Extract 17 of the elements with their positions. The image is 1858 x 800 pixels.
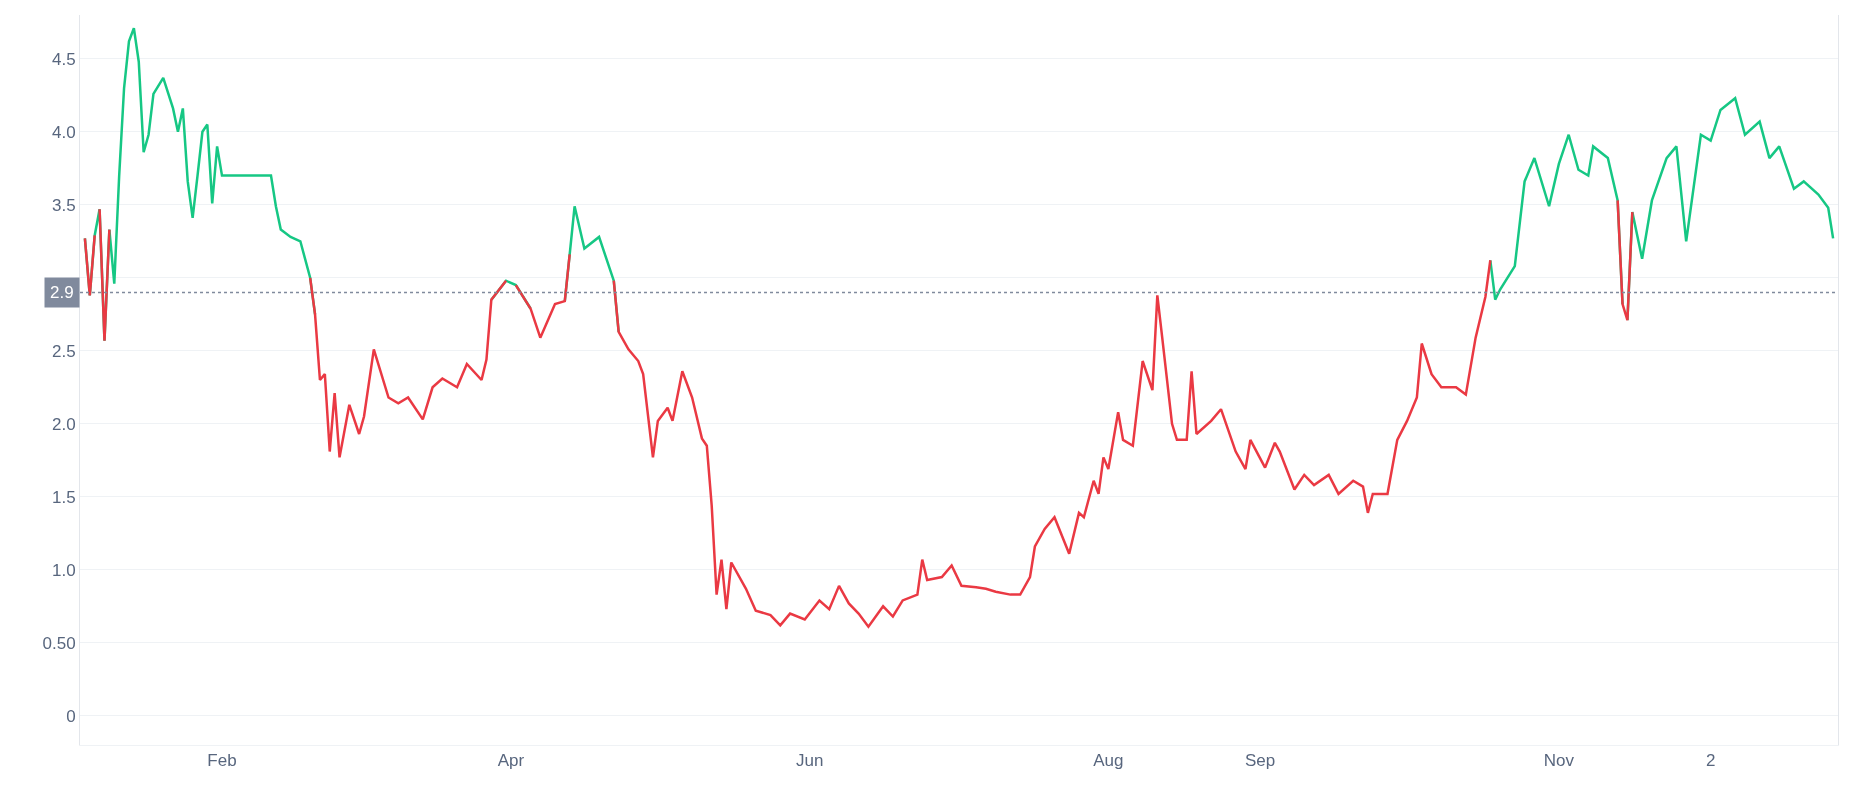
x-tick-label: Apr [497,751,525,771]
x-tick-label: Sep [1245,751,1276,771]
x-tick-label: Feb [207,751,237,771]
y-tick-label: 2.5 [51,341,76,361]
y-tick-label: 0 [66,706,76,726]
y-tick-label: 2.0 [51,414,76,434]
y-tick-label: 3.5 [51,195,76,215]
y-tick-label: 0.50 [42,633,76,653]
x-tick-label: Aug [1093,751,1124,771]
ref-line-label: 2.9 [50,283,74,302]
x-tick-label: Nov [1543,751,1575,771]
y-tick-label: 4.0 [51,122,76,142]
y-tick-label: 1.5 [51,487,76,507]
x-tick-label: Jun [795,751,824,771]
y-tick-label: 1.0 [51,560,76,580]
x-tick-label: 2 [1705,751,1716,771]
y-tick-label: 4.5 [51,49,76,69]
